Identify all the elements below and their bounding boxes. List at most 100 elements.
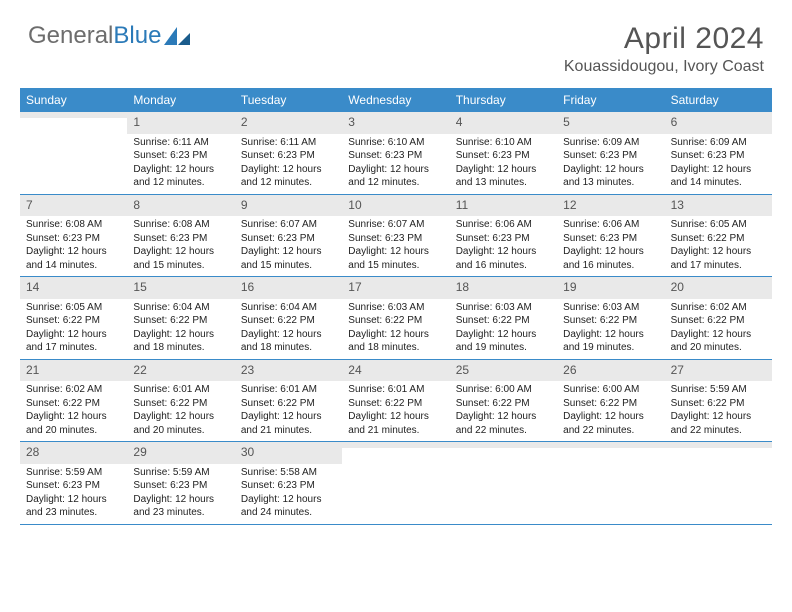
day-body: Sunrise: 5:59 AMSunset: 6:23 PMDaylight:… [20,464,127,524]
sunset-text: Sunset: 6:22 PM [133,314,228,328]
day-number: 5 [557,112,664,134]
sunrise-text: Sunrise: 6:00 AM [456,383,551,397]
sunrise-text: Sunrise: 6:10 AM [348,136,443,150]
daylight-text: Daylight: 12 hours and 12 minutes. [348,163,443,190]
sunset-text: Sunset: 6:23 PM [348,232,443,246]
day-body: Sunrise: 6:00 AMSunset: 6:22 PMDaylight:… [557,381,664,441]
day-cell: 9Sunrise: 6:07 AMSunset: 6:23 PMDaylight… [235,195,342,277]
daylight-text: Daylight: 12 hours and 16 minutes. [563,245,658,272]
day-body: Sunrise: 6:01 AMSunset: 6:22 PMDaylight:… [235,381,342,441]
day-number: 30 [235,442,342,464]
day-cell: 12Sunrise: 6:06 AMSunset: 6:23 PMDayligh… [557,195,664,277]
day-body: Sunrise: 6:08 AMSunset: 6:23 PMDaylight:… [20,216,127,276]
day-cell: 4Sunrise: 6:10 AMSunset: 6:23 PMDaylight… [450,112,557,194]
daylight-text: Daylight: 12 hours and 23 minutes. [133,493,228,520]
daylight-text: Daylight: 12 hours and 20 minutes. [671,328,766,355]
day-number: 13 [665,195,772,217]
sunset-text: Sunset: 6:23 PM [348,149,443,163]
sunrise-text: Sunrise: 5:59 AM [133,466,228,480]
sunrise-text: Sunrise: 6:08 AM [26,218,121,232]
sunrise-text: Sunrise: 6:03 AM [456,301,551,315]
day-number: 8 [127,195,234,217]
daylight-text: Daylight: 12 hours and 22 minutes. [563,410,658,437]
day-number: 14 [20,277,127,299]
day-body: Sunrise: 6:11 AMSunset: 6:23 PMDaylight:… [235,134,342,194]
daylight-text: Daylight: 12 hours and 15 minutes. [348,245,443,272]
daylight-text: Daylight: 12 hours and 18 minutes. [133,328,228,355]
day-cell: 2Sunrise: 6:11 AMSunset: 6:23 PMDaylight… [235,112,342,194]
daylight-text: Daylight: 12 hours and 19 minutes. [563,328,658,355]
day-number: 16 [235,277,342,299]
daylight-text: Daylight: 12 hours and 19 minutes. [456,328,551,355]
day-body [665,448,772,504]
sunrise-text: Sunrise: 6:02 AM [671,301,766,315]
sunrise-text: Sunrise: 6:03 AM [563,301,658,315]
sunset-text: Sunset: 6:23 PM [133,479,228,493]
day-number: 29 [127,442,234,464]
sunset-text: Sunset: 6:22 PM [563,397,658,411]
day-body: Sunrise: 6:03 AMSunset: 6:22 PMDaylight:… [342,299,449,359]
sunrise-text: Sunrise: 6:04 AM [133,301,228,315]
day-number: 27 [665,360,772,382]
sunrise-text: Sunrise: 6:05 AM [26,301,121,315]
day-cell: 3Sunrise: 6:10 AMSunset: 6:23 PMDaylight… [342,112,449,194]
weekday-label: Saturday [665,88,772,112]
day-cell: 15Sunrise: 6:04 AMSunset: 6:22 PMDayligh… [127,277,234,359]
sunrise-text: Sunrise: 6:01 AM [348,383,443,397]
sunrise-text: Sunrise: 6:06 AM [563,218,658,232]
weekday-label: Sunday [20,88,127,112]
day-number: 24 [342,360,449,382]
day-cell: 20Sunrise: 6:02 AMSunset: 6:22 PMDayligh… [665,277,772,359]
week-row: 1Sunrise: 6:11 AMSunset: 6:23 PMDaylight… [20,112,772,195]
daylight-text: Daylight: 12 hours and 13 minutes. [456,163,551,190]
sunrise-text: Sunrise: 6:02 AM [26,383,121,397]
daylight-text: Daylight: 12 hours and 14 minutes. [671,163,766,190]
logo-gray-part: General [28,22,113,49]
day-number: 18 [450,277,557,299]
day-cell: 30Sunrise: 5:58 AMSunset: 6:23 PMDayligh… [235,442,342,524]
day-cell: 28Sunrise: 5:59 AMSunset: 6:23 PMDayligh… [20,442,127,524]
day-number: 10 [342,195,449,217]
daylight-text: Daylight: 12 hours and 24 minutes. [241,493,336,520]
sunrise-text: Sunrise: 6:05 AM [671,218,766,232]
sunrise-text: Sunrise: 5:59 AM [26,466,121,480]
day-body: Sunrise: 6:11 AMSunset: 6:23 PMDaylight:… [127,134,234,194]
day-body: Sunrise: 6:01 AMSunset: 6:22 PMDaylight:… [342,381,449,441]
day-number: 23 [235,360,342,382]
sunrise-text: Sunrise: 6:11 AM [133,136,228,150]
day-body: Sunrise: 6:01 AMSunset: 6:22 PMDaylight:… [127,381,234,441]
day-number: 19 [557,277,664,299]
day-body: Sunrise: 6:06 AMSunset: 6:23 PMDaylight:… [557,216,664,276]
sunrise-text: Sunrise: 6:06 AM [456,218,551,232]
day-cell: 23Sunrise: 6:01 AMSunset: 6:22 PMDayligh… [235,360,342,442]
sunrise-text: Sunrise: 6:04 AM [241,301,336,315]
day-body: Sunrise: 6:07 AMSunset: 6:23 PMDaylight:… [342,216,449,276]
daylight-text: Daylight: 12 hours and 16 minutes. [456,245,551,272]
weekday-label: Monday [127,88,234,112]
day-cell: 22Sunrise: 6:01 AMSunset: 6:22 PMDayligh… [127,360,234,442]
day-body: Sunrise: 6:09 AMSunset: 6:23 PMDaylight:… [557,134,664,194]
sunrise-text: Sunrise: 6:11 AM [241,136,336,150]
day-cell [450,442,557,524]
day-number: 28 [20,442,127,464]
day-body: Sunrise: 6:04 AMSunset: 6:22 PMDaylight:… [235,299,342,359]
title-block: April 2024 Kouassidougou, Ivory Coast [564,22,764,76]
day-number: 20 [665,277,772,299]
day-cell: 14Sunrise: 6:05 AMSunset: 6:22 PMDayligh… [20,277,127,359]
day-body: Sunrise: 6:04 AMSunset: 6:22 PMDaylight:… [127,299,234,359]
sunset-text: Sunset: 6:23 PM [26,232,121,246]
day-body: Sunrise: 6:02 AMSunset: 6:22 PMDaylight:… [665,299,772,359]
header: GeneralBlue April 2024 Kouassidougou, Iv… [0,0,792,76]
sunrise-text: Sunrise: 6:00 AM [563,383,658,397]
week-row: 28Sunrise: 5:59 AMSunset: 6:23 PMDayligh… [20,442,772,525]
daylight-text: Daylight: 12 hours and 18 minutes. [348,328,443,355]
month-title: April 2024 [564,22,764,56]
day-number: 22 [127,360,234,382]
weeks-container: 1Sunrise: 6:11 AMSunset: 6:23 PMDaylight… [20,112,772,525]
day-body: Sunrise: 6:02 AMSunset: 6:22 PMDaylight:… [20,381,127,441]
weekday-label: Thursday [450,88,557,112]
sunset-text: Sunset: 6:22 PM [563,314,658,328]
sunset-text: Sunset: 6:23 PM [241,232,336,246]
day-number: 11 [450,195,557,217]
sunset-text: Sunset: 6:22 PM [241,314,336,328]
